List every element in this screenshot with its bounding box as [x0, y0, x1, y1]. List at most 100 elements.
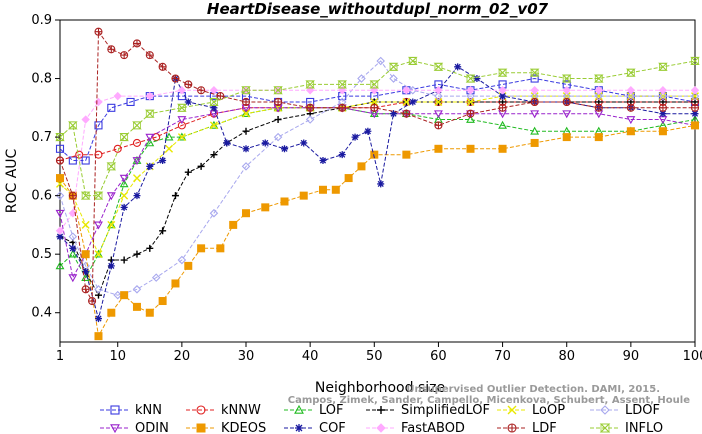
data-point	[402, 97, 411, 106]
data-point	[530, 97, 539, 107]
data-point	[55, 156, 65, 165]
legend-item: KDEOS	[186, 421, 266, 434]
data-point	[626, 127, 635, 136]
legend-item: LOF	[284, 403, 344, 418]
data-point	[338, 103, 347, 112]
data-point	[223, 139, 231, 147]
data-point	[171, 192, 179, 200]
data-point	[132, 121, 142, 130]
data-point	[126, 97, 135, 107]
data-point	[68, 191, 77, 200]
legend-label: FastABOD	[401, 421, 465, 434]
data-point	[81, 220, 90, 229]
x-tick-label: 10	[109, 349, 126, 364]
data-point	[120, 291, 129, 300]
data-point	[113, 290, 123, 300]
data-point	[434, 91, 443, 101]
data-point	[132, 174, 141, 183]
data-point	[357, 74, 366, 83]
data-point	[94, 285, 103, 294]
data-point	[68, 121, 78, 130]
data-point	[81, 250, 90, 259]
data-point	[158, 297, 167, 306]
legend-label: KDEOS	[221, 421, 266, 434]
data-point	[120, 203, 128, 211]
data-point	[530, 110, 540, 119]
data-point	[177, 255, 187, 265]
legend-label: LDF	[532, 421, 557, 434]
legend-label: LOF	[319, 403, 344, 418]
series-layer	[55, 27, 700, 341]
data-point	[177, 86, 187, 95]
data-point	[132, 302, 141, 311]
x-tick-label: 50	[366, 349, 383, 364]
data-point	[146, 162, 154, 170]
data-point	[158, 62, 167, 71]
data-point	[107, 256, 115, 264]
data-point	[402, 150, 411, 159]
x-tick-label: 40	[302, 349, 319, 364]
legend-item: kNNW	[186, 403, 261, 418]
legend-label: ODIN	[135, 421, 169, 434]
data-point	[626, 91, 636, 101]
data-point	[364, 127, 372, 135]
data-point	[94, 250, 103, 259]
data-point	[473, 75, 481, 83]
data-point	[171, 74, 180, 83]
data-point	[499, 92, 507, 100]
data-point	[171, 279, 180, 288]
data-point	[530, 74, 539, 83]
data-point	[408, 85, 418, 95]
data-point	[106, 162, 117, 171]
data-point	[55, 261, 65, 270]
series-kdeos	[56, 121, 699, 341]
data-point	[690, 91, 700, 101]
legend-marker	[196, 405, 206, 415]
data-point	[274, 116, 282, 124]
data-point	[184, 98, 192, 106]
data-point	[145, 138, 155, 147]
data-point	[594, 92, 603, 101]
data-point	[530, 138, 539, 147]
data-point	[370, 103, 379, 112]
x-tick-label: 100	[683, 349, 702, 364]
data-point	[94, 97, 103, 107]
data-point	[242, 209, 251, 218]
data-point	[82, 268, 90, 276]
y-tick-label: 0.5	[31, 247, 52, 262]
legend-marker	[376, 423, 386, 433]
data-point	[119, 133, 129, 142]
data-point	[351, 133, 359, 141]
legend-label: kNNW	[221, 403, 261, 418]
data-point	[594, 133, 603, 142]
data-point	[466, 144, 475, 153]
data-point	[94, 121, 103, 130]
data-point	[305, 80, 315, 89]
data-point	[81, 156, 90, 165]
data-point	[94, 249, 103, 258]
data-point	[210, 104, 218, 112]
data-point	[273, 132, 283, 142]
data-point	[338, 151, 346, 159]
data-point	[69, 244, 77, 252]
data-point	[434, 86, 443, 95]
y-tick-label: 0.9	[31, 13, 52, 28]
data-point	[81, 115, 90, 124]
data-point	[132, 285, 142, 294]
data-point	[94, 27, 103, 36]
data-point	[242, 127, 250, 135]
data-point	[55, 144, 65, 153]
data-point	[498, 120, 508, 129]
data-point	[197, 86, 206, 95]
x-tick-label: 90	[623, 349, 640, 364]
data-point	[306, 103, 315, 112]
x-tick-label: 20	[174, 349, 191, 364]
data-point	[466, 86, 475, 95]
data-point	[93, 191, 104, 200]
legend-item: LDF	[497, 421, 557, 434]
data-point	[690, 103, 700, 112]
data-point	[261, 203, 270, 212]
data-point	[274, 97, 283, 107]
data-point	[466, 97, 475, 106]
data-point	[659, 110, 667, 118]
